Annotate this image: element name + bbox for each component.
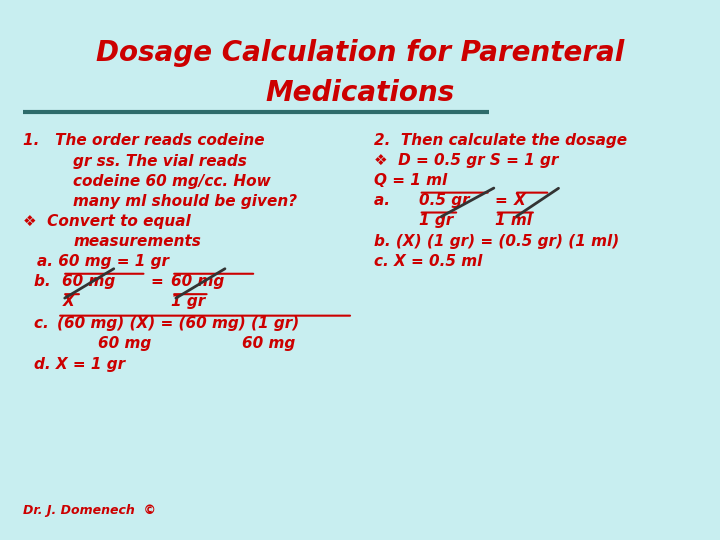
Text: ❖  Convert to equal: ❖ Convert to equal	[23, 214, 191, 229]
Text: Dosage Calculation for Parenteral: Dosage Calculation for Parenteral	[96, 39, 624, 67]
Text: 1 gr: 1 gr	[171, 294, 206, 309]
Text: Q = 1 ml: Q = 1 ml	[374, 173, 448, 188]
Text: a.: a.	[374, 193, 406, 208]
Text: 0.5 gr: 0.5 gr	[419, 193, 469, 208]
Text: ❖  D = 0.5 gr S = 1 gr: ❖ D = 0.5 gr S = 1 gr	[374, 153, 559, 168]
Text: gr ss. The vial reads: gr ss. The vial reads	[73, 154, 247, 170]
Text: b. (X) (1 gr) = (0.5 gr) (1 ml): b. (X) (1 gr) = (0.5 gr) (1 ml)	[374, 234, 620, 249]
Text: 1.   The order reads codeine: 1. The order reads codeine	[23, 133, 264, 148]
Text: 1 gr: 1 gr	[419, 213, 453, 227]
Text: 60 mg: 60 mg	[63, 274, 116, 289]
Text: 2.  Then calculate the dosage: 2. Then calculate the dosage	[374, 133, 627, 148]
Text: 60 mg: 60 mg	[242, 335, 295, 350]
Text: Dr. J. Domenech  ©: Dr. J. Domenech ©	[23, 504, 156, 517]
Text: Medications: Medications	[266, 79, 454, 107]
Text: 1 ml: 1 ml	[495, 213, 532, 227]
Text: 60 mg: 60 mg	[171, 274, 225, 289]
Text: =: =	[495, 193, 508, 208]
Text: X: X	[514, 193, 526, 208]
Text: c.: c.	[34, 316, 54, 330]
Text: b.: b.	[34, 274, 55, 289]
Text: codeine 60 mg/cc. How: codeine 60 mg/cc. How	[73, 174, 271, 190]
Text: measurements: measurements	[73, 234, 201, 249]
Text: X: X	[63, 294, 74, 309]
Text: (60 mg) (X) = (60 mg) (1 gr): (60 mg) (X) = (60 mg) (1 gr)	[58, 316, 300, 330]
Text: a. 60 mg = 1 gr: a. 60 mg = 1 gr	[37, 254, 169, 269]
Text: =: =	[150, 274, 163, 289]
Text: c. X = 0.5 ml: c. X = 0.5 ml	[374, 254, 482, 269]
Text: 60 mg: 60 mg	[98, 335, 151, 350]
Text: d. X = 1 gr: d. X = 1 gr	[34, 357, 125, 372]
Text: many ml should be given?: many ml should be given?	[73, 194, 297, 210]
